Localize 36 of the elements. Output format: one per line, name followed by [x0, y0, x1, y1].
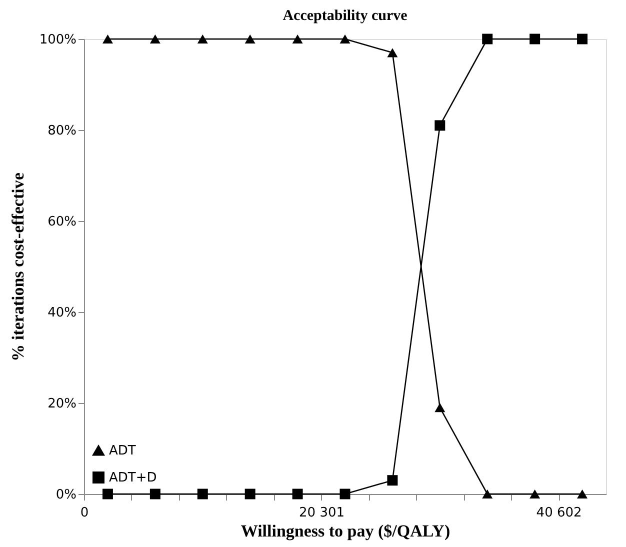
point [150, 488, 160, 500]
point [387, 48, 398, 58]
y-tick-label: 100% [39, 32, 76, 48]
point [244, 34, 256, 44]
point [150, 34, 160, 44]
point [340, 34, 350, 44]
point [577, 489, 588, 499]
y-tick-label: 20% [48, 396, 76, 412]
point [530, 489, 540, 499]
point [292, 488, 303, 500]
point [197, 488, 208, 500]
point [387, 475, 398, 486]
point [197, 34, 208, 44]
x-tick-label: 20 301 [299, 506, 345, 520]
x-axis-title: Willingness to pay ($/QALY) [240, 522, 450, 540]
y-tick-label: 0% [56, 488, 76, 502]
chart-title: Acceptability curve [282, 8, 408, 24]
y-tick-label: 40% [48, 306, 76, 320]
point [340, 488, 350, 500]
y-tick-label: 80% [48, 124, 76, 138]
legend-label: ADT+D [109, 470, 157, 486]
x-tick-label: 40 602 [536, 506, 582, 520]
point [577, 34, 588, 44]
point [434, 120, 446, 131]
point [482, 489, 493, 499]
point [434, 403, 446, 412]
y-axis-title: % iterations cost-effective [8, 172, 28, 362]
point [102, 34, 113, 44]
point [292, 34, 303, 44]
point [530, 34, 540, 44]
point [244, 488, 256, 500]
y-tick-label: 60% [48, 214, 76, 230]
point [482, 34, 493, 44]
point [102, 488, 113, 500]
x-tick-label: 0 [80, 506, 89, 520]
legend-label: ADT [109, 444, 136, 458]
